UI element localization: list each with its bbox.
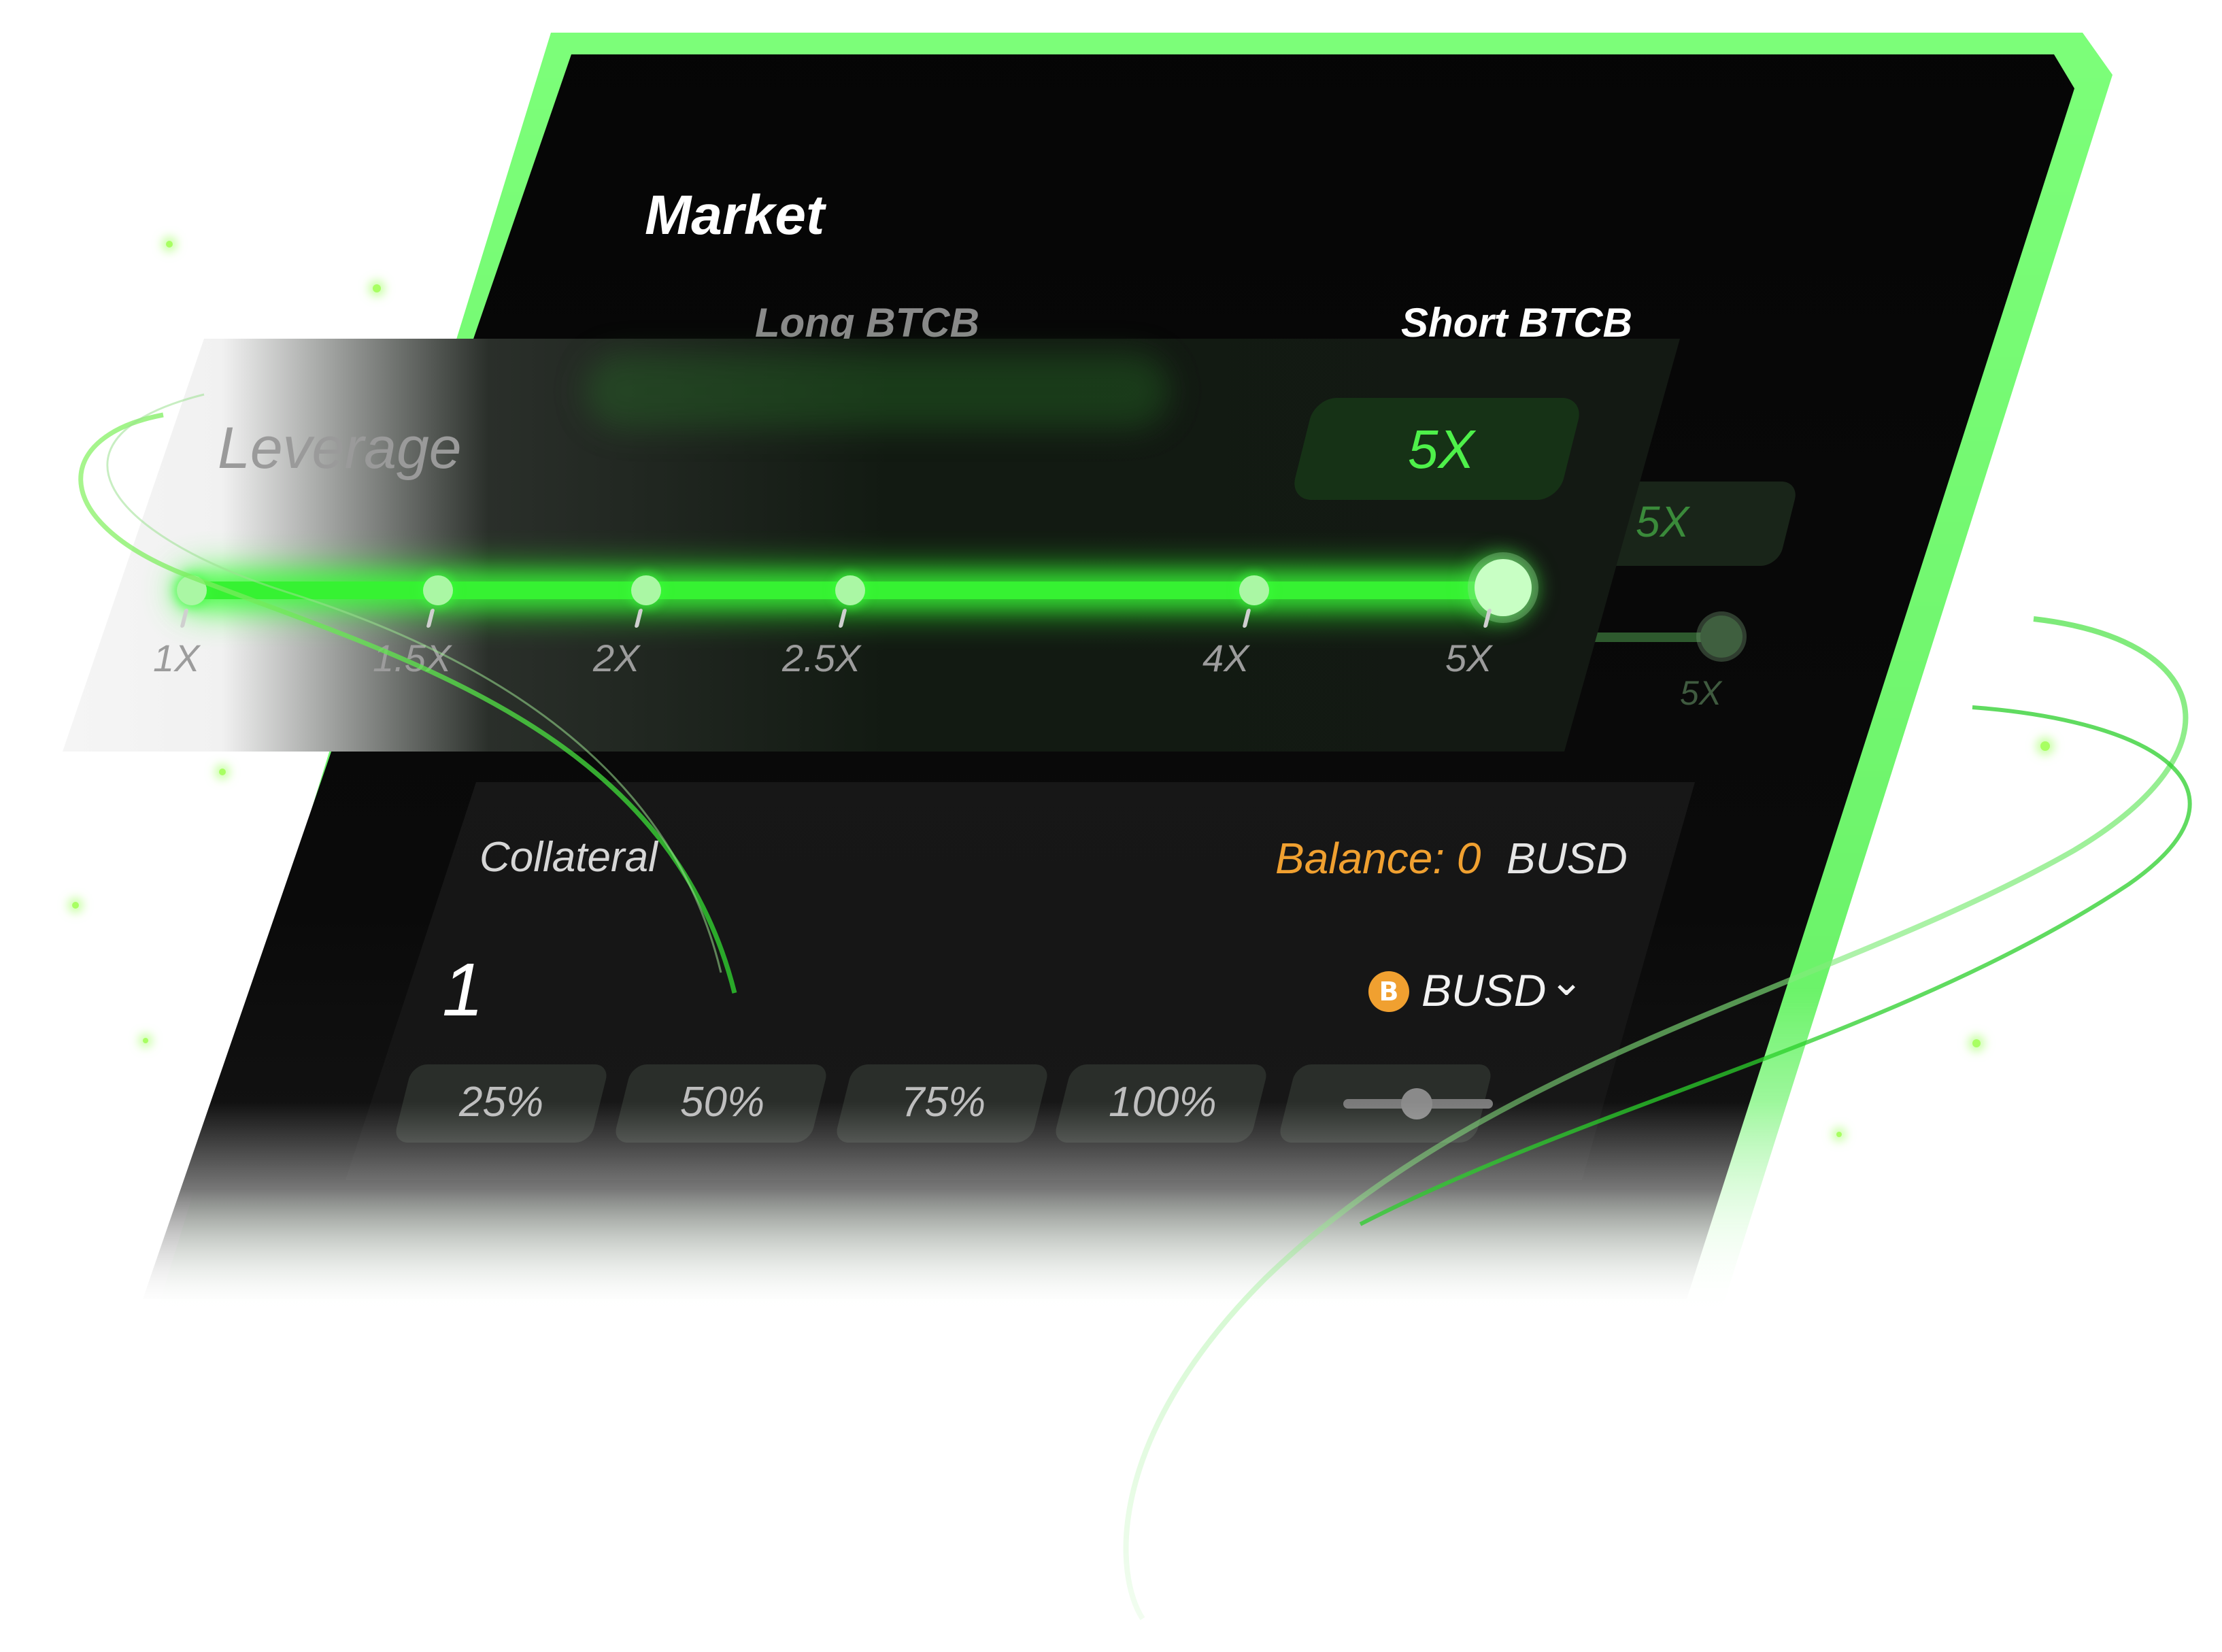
sparkle (1972, 1039, 1981, 1047)
sparkle (219, 769, 226, 775)
sparkle (2040, 741, 2050, 751)
leverage-label: Leverage (218, 416, 462, 481)
sparkle (166, 241, 173, 248)
balance-unit: BUSD (1506, 834, 1628, 883)
leverage-card-highlight (585, 354, 1170, 428)
token-select[interactable]: BUSD (1421, 965, 1547, 1015)
sparkle (72, 902, 79, 909)
leverage-slider-thumb[interactable] (1475, 559, 1532, 616)
balance-label: Balance: 0 (1275, 834, 1481, 883)
market-title: Market (645, 184, 825, 246)
leverage-stop-4x[interactable] (1239, 575, 1269, 605)
tab-long[interactable]: Long BTCB (755, 300, 979, 345)
busd-coin-icon: B (1368, 971, 1409, 1012)
panel-fade (0, 1102, 2222, 1333)
sparkle (1836, 1132, 1842, 1137)
leverage-stop-2-5x[interactable] (835, 575, 865, 605)
tick-label-1x: 1X (153, 637, 200, 679)
tick-label-2-5x: 2.5X (782, 637, 861, 679)
orbit-arc-left-thin (106, 393, 722, 973)
orbit-arc-left (78, 412, 737, 994)
chevron-down-icon[interactable]: ⌄ (1549, 958, 1584, 1005)
ghost-tick-label: 5X (1680, 674, 1722, 712)
leverage-stop-1-5x[interactable] (423, 575, 453, 605)
sparkle (143, 1038, 148, 1043)
tick-label-4x: 4X (1202, 637, 1249, 679)
sparkle (373, 284, 381, 292)
tick-label-5x: 5X (1445, 637, 1492, 679)
tick-label-2x: 2X (593, 637, 640, 679)
orbit-arc-right (1123, 616, 2189, 1621)
leverage-value: 5X (1408, 419, 1475, 479)
tab-short[interactable]: Short BTCB (1401, 300, 1632, 345)
collateral-label: Collateral (479, 834, 658, 881)
orbit-arc-right-2 (1359, 705, 2192, 1226)
ghost-leverage-thumb (1700, 616, 1743, 658)
ghost-leverage-track (1585, 633, 1721, 642)
collateral-amount-input[interactable]: 1 (442, 948, 484, 1032)
ghost-leverage-value: 5X (1636, 497, 1689, 546)
leverage-stop-2x[interactable] (631, 575, 661, 605)
